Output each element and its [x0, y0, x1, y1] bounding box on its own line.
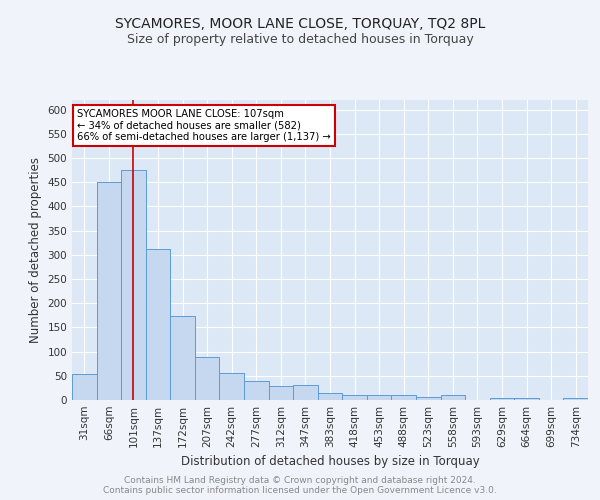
X-axis label: Distribution of detached houses by size in Torquay: Distribution of detached houses by size … — [181, 456, 479, 468]
Bar — [195, 357, 220, 400]
Bar — [367, 395, 391, 400]
Bar — [342, 395, 367, 400]
Bar — [97, 182, 121, 400]
Bar — [269, 386, 293, 400]
Bar — [121, 170, 146, 400]
Bar — [220, 373, 244, 400]
Bar — [146, 248, 170, 400]
Text: Contains HM Land Registry data © Crown copyright and database right 2024.
Contai: Contains HM Land Registry data © Crown c… — [103, 476, 497, 495]
Bar — [416, 396, 440, 400]
Bar — [170, 316, 195, 400]
Bar — [440, 395, 465, 400]
Text: SYCAMORES MOOR LANE CLOSE: 107sqm
← 34% of detached houses are smaller (582)
66%: SYCAMORES MOOR LANE CLOSE: 107sqm ← 34% … — [77, 109, 331, 142]
Bar — [563, 398, 588, 400]
Bar — [244, 380, 269, 400]
Y-axis label: Number of detached properties: Number of detached properties — [29, 157, 42, 343]
Bar — [72, 374, 97, 400]
Text: SYCAMORES, MOOR LANE CLOSE, TORQUAY, TQ2 8PL: SYCAMORES, MOOR LANE CLOSE, TORQUAY, TQ2… — [115, 18, 485, 32]
Bar — [293, 386, 318, 400]
Bar — [490, 398, 514, 400]
Bar — [514, 398, 539, 400]
Bar — [391, 395, 416, 400]
Bar — [318, 392, 342, 400]
Text: Size of property relative to detached houses in Torquay: Size of property relative to detached ho… — [127, 32, 473, 46]
